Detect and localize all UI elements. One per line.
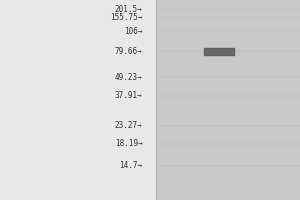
Text: 37.91→: 37.91→ — [115, 92, 142, 100]
Text: 18.19→: 18.19→ — [115, 140, 142, 148]
Text: 49.23→: 49.23→ — [115, 72, 142, 82]
Text: 201.5→: 201.5→ — [115, 4, 142, 14]
Text: 79.66→: 79.66→ — [115, 46, 142, 55]
FancyBboxPatch shape — [156, 0, 300, 200]
Text: 106→: 106→ — [124, 26, 142, 36]
Text: 155.75→: 155.75→ — [110, 12, 142, 21]
Text: 23.27→: 23.27→ — [115, 121, 142, 130]
FancyBboxPatch shape — [0, 0, 156, 200]
FancyBboxPatch shape — [204, 47, 234, 54]
Text: 14.7→: 14.7→ — [119, 162, 142, 170]
